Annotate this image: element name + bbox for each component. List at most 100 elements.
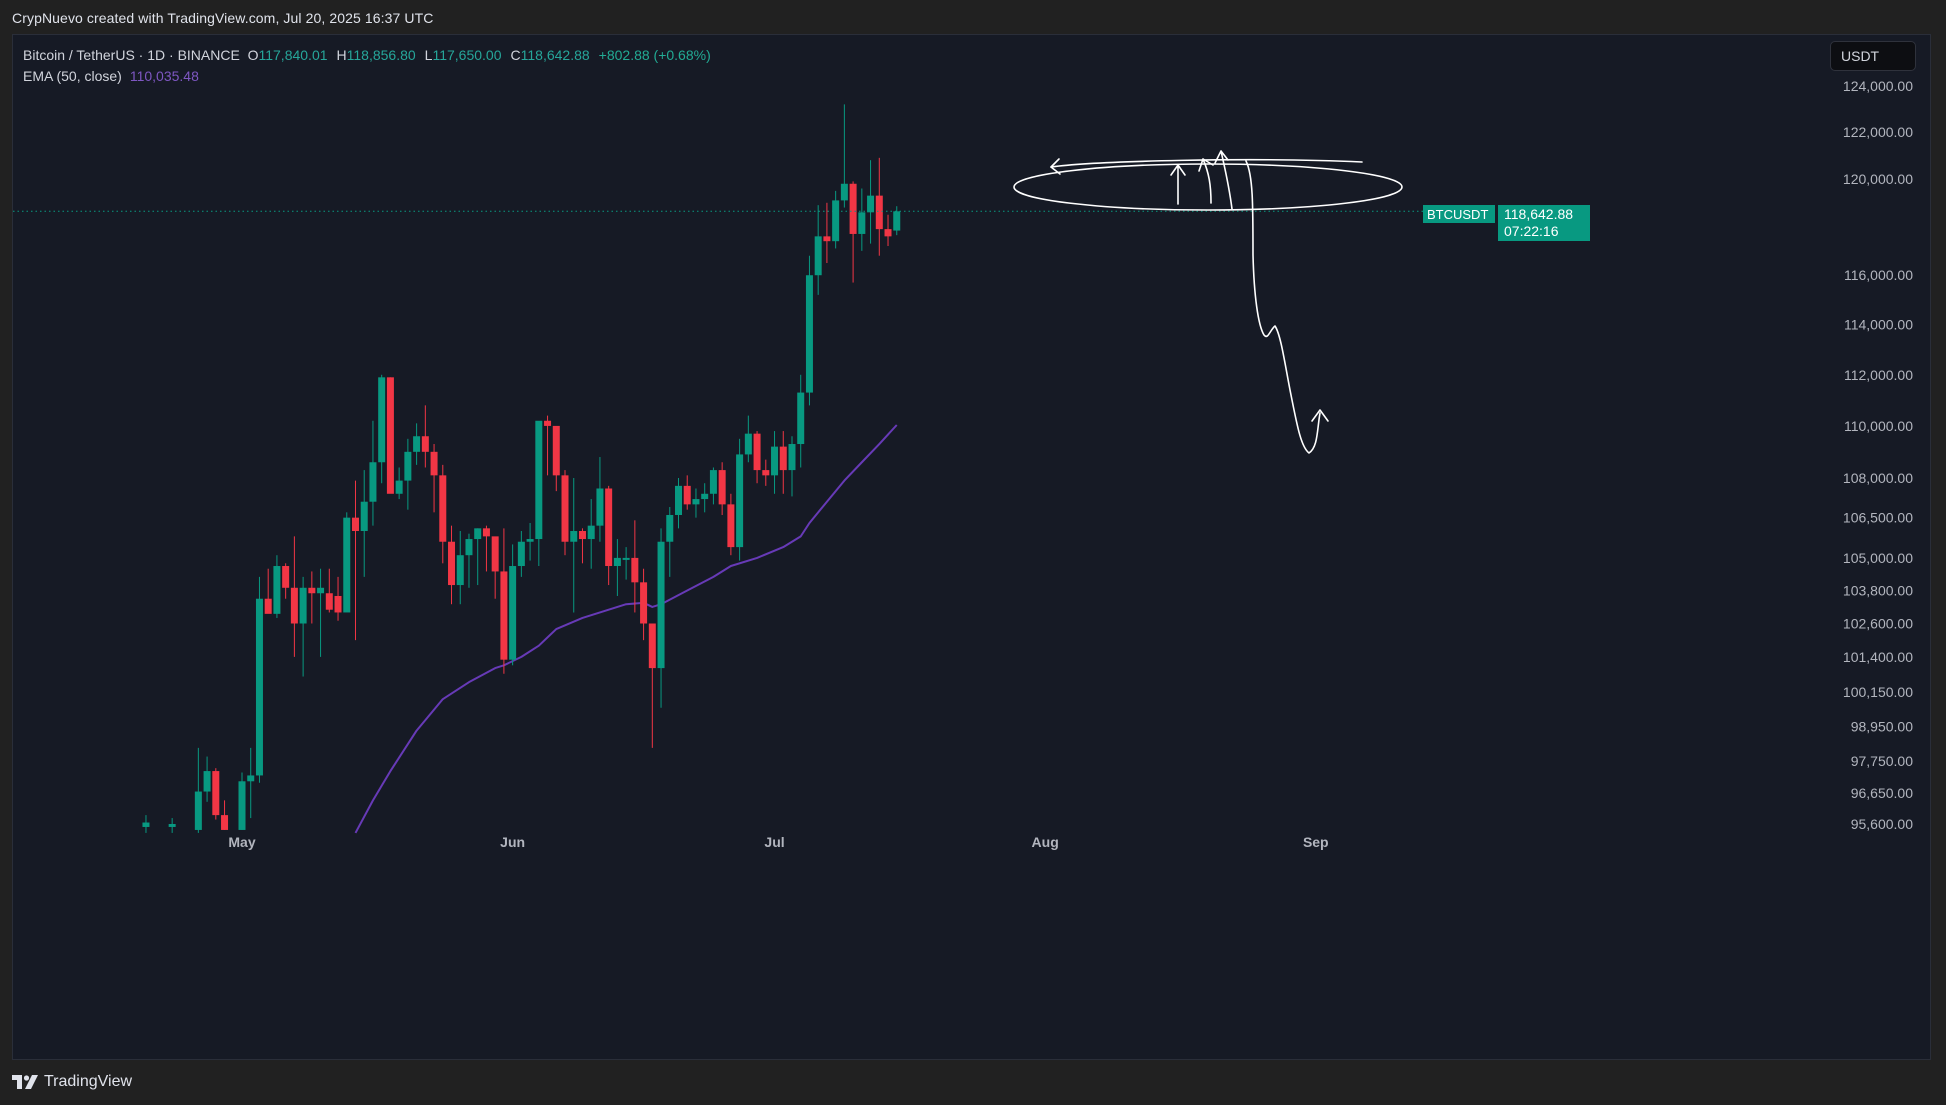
close-value: 118,642.88 bbox=[520, 47, 590, 63]
candle bbox=[867, 160, 875, 244]
ema-row: EMA (50, close) 110,035.48 bbox=[23, 66, 720, 87]
tradingview-logo-icon bbox=[12, 1074, 38, 1089]
candle bbox=[247, 747, 255, 819]
candle bbox=[535, 420, 543, 567]
price-tick-label: 95,600.00 bbox=[1851, 816, 1913, 832]
price-tick-label: 102,600.00 bbox=[1843, 616, 1913, 632]
top-arrow-line[interactable] bbox=[1050, 158, 1363, 168]
up-arrow-3[interactable] bbox=[1214, 150, 1233, 210]
candle bbox=[675, 477, 682, 529]
candle bbox=[264, 568, 272, 614]
price-tick-label: 124,000.00 bbox=[1843, 78, 1913, 94]
price-tick-label: 122,000.00 bbox=[1843, 124, 1913, 140]
ema-value: 110,035.48 bbox=[129, 68, 199, 84]
candle bbox=[884, 214, 892, 247]
price-tag-countdown: 07:22:16 bbox=[1504, 223, 1559, 239]
candle bbox=[727, 493, 735, 556]
candle bbox=[273, 555, 281, 618]
candles bbox=[142, 104, 901, 833]
candle bbox=[203, 756, 211, 802]
ema-label[interactable]: EMA (50, close) bbox=[23, 68, 122, 84]
candle bbox=[561, 470, 569, 556]
price-tick-label: 98,950.00 bbox=[1851, 718, 1913, 734]
up-arrow-2[interactable] bbox=[1198, 158, 1214, 204]
up-arrow-1[interactable] bbox=[1170, 164, 1186, 205]
price-axis[interactable]: 124,000.00 122,000.00 120,000.00 116,000.00… bbox=[1843, 78, 1913, 832]
candle bbox=[351, 480, 359, 641]
candle bbox=[526, 522, 534, 561]
candle bbox=[465, 533, 473, 588]
candle bbox=[596, 457, 604, 542]
candle bbox=[255, 576, 263, 783]
candle bbox=[421, 405, 429, 468]
candle bbox=[439, 464, 447, 564]
chart-legend: Bitcoin / TetherUS · 1D · BINANCE O117,8… bbox=[23, 45, 720, 87]
candle bbox=[605, 485, 613, 586]
candle bbox=[570, 477, 578, 613]
time-tick-label: Jul bbox=[764, 834, 784, 850]
resistance-ellipse[interactable] bbox=[1013, 163, 1403, 211]
candle bbox=[343, 512, 351, 613]
candle bbox=[736, 438, 744, 561]
tradingview-logo[interactable]: TradingView bbox=[12, 1073, 132, 1091]
price-tick-label: 108,000.00 bbox=[1843, 470, 1913, 486]
projected-path[interactable] bbox=[1245, 160, 1321, 454]
candle bbox=[613, 539, 621, 596]
candle bbox=[142, 815, 150, 833]
price-tick-label: 100,150.00 bbox=[1843, 684, 1913, 700]
candle bbox=[849, 181, 857, 283]
chart-pane[interactable]: 124,000.00 122,000.00 120,000.00 116,000.00… bbox=[12, 34, 1931, 1060]
symbol-title[interactable]: Bitcoin / TetherUS · 1D · BINANCE bbox=[23, 47, 240, 63]
low-label: L bbox=[424, 47, 433, 63]
candle bbox=[587, 499, 595, 569]
price-tag-symbol: BTCUSDT bbox=[1427, 207, 1488, 222]
candle bbox=[709, 467, 717, 505]
candle bbox=[221, 800, 229, 830]
candle bbox=[552, 425, 560, 492]
currency-button[interactable]: USDT bbox=[1830, 41, 1916, 71]
ema-line bbox=[354, 424, 898, 834]
candle bbox=[369, 420, 377, 526]
price-tag-price: 118,642.88 bbox=[1504, 206, 1573, 222]
high-value: 118,856.80 bbox=[346, 47, 416, 63]
candle bbox=[814, 205, 822, 295]
price-tick-label: 105,000.00 bbox=[1843, 550, 1913, 566]
candle bbox=[683, 475, 691, 510]
candle bbox=[360, 470, 368, 577]
tradingview-brand: TradingView bbox=[44, 1073, 133, 1090]
time-axis[interactable]: May Jun Jul Aug Sep bbox=[228, 834, 1328, 850]
candle bbox=[317, 568, 325, 657]
price-tick-label: 106,500.00 bbox=[1843, 510, 1913, 526]
close-label: C bbox=[510, 47, 521, 63]
price-tick-label: 114,000.00 bbox=[1844, 317, 1913, 333]
candle bbox=[753, 431, 761, 484]
candle bbox=[517, 531, 525, 577]
hand-drawn-annotations[interactable] bbox=[1013, 150, 1403, 454]
candle bbox=[334, 576, 342, 621]
candle bbox=[378, 374, 386, 484]
candle bbox=[430, 444, 438, 513]
projected-bounce-arrowhead[interactable] bbox=[1311, 409, 1329, 422]
price-tick-label: 96,650.00 bbox=[1851, 785, 1913, 801]
candle bbox=[771, 431, 779, 494]
candle bbox=[875, 157, 883, 256]
candle bbox=[797, 374, 805, 468]
candle bbox=[238, 772, 246, 830]
candle bbox=[805, 255, 813, 406]
candle bbox=[578, 528, 586, 564]
candle bbox=[779, 431, 787, 494]
price-tick-label: 112,000.00 bbox=[1844, 367, 1913, 383]
candle bbox=[290, 536, 298, 657]
time-tick-label: May bbox=[228, 834, 255, 850]
candle bbox=[404, 438, 412, 510]
candle bbox=[640, 568, 648, 641]
candle bbox=[482, 525, 490, 572]
candlestick-plot[interactable]: 124,000.00 122,000.00 120,000.00 116,000.00… bbox=[13, 35, 1932, 1061]
ohlc-row: Bitcoin / TetherUS · 1D · BINANCE O117,8… bbox=[23, 45, 720, 66]
candle bbox=[509, 544, 517, 666]
candle bbox=[448, 525, 456, 605]
candle bbox=[692, 488, 700, 518]
price-tick-label: 116,000.00 bbox=[1844, 267, 1913, 283]
top-arrow-head[interactable] bbox=[1050, 158, 1061, 175]
candle bbox=[788, 436, 796, 497]
